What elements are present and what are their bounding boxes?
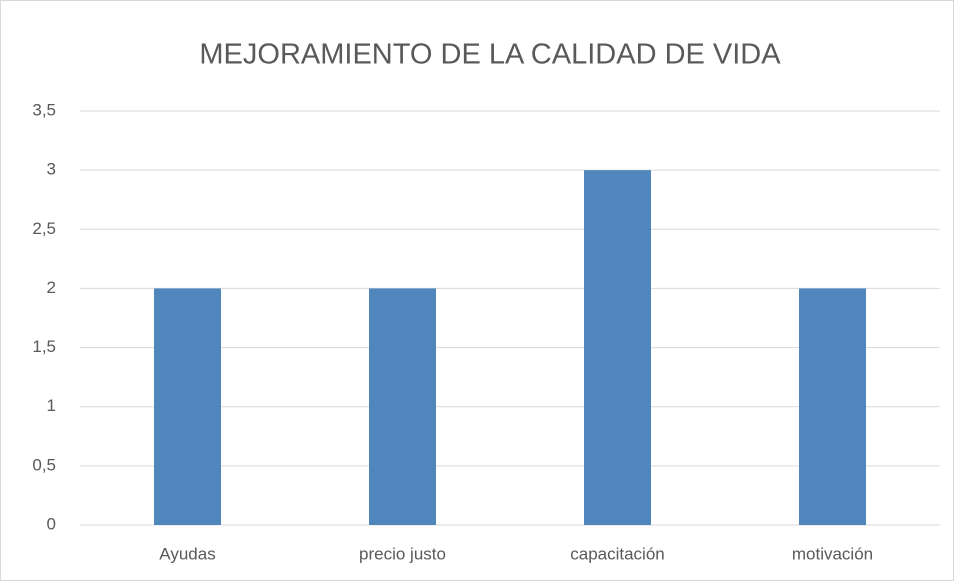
y-tick-label: 1,5 [32, 337, 56, 356]
y-tick-label: 2,5 [32, 219, 56, 238]
y-tick-label: 0 [47, 514, 56, 533]
chart-title: MEJORAMIENTO DE LA CALIDAD DE VIDA [199, 39, 781, 71]
x-tick-label: capacitación [570, 544, 665, 563]
y-tick-label: 3,5 [32, 100, 56, 119]
x-tick-label: precio justo [359, 544, 446, 563]
y-tick-label: 3 [47, 160, 56, 179]
y-tick-label: 0,5 [32, 455, 56, 474]
y-tick-label: 2 [47, 278, 56, 297]
bar [799, 288, 866, 525]
bar [154, 288, 221, 525]
bar [584, 170, 651, 525]
bar [369, 288, 436, 525]
x-tick-label: Ayudas [159, 544, 215, 563]
y-tick-label: 1 [47, 396, 56, 415]
x-tick-label: motivación [792, 544, 873, 563]
